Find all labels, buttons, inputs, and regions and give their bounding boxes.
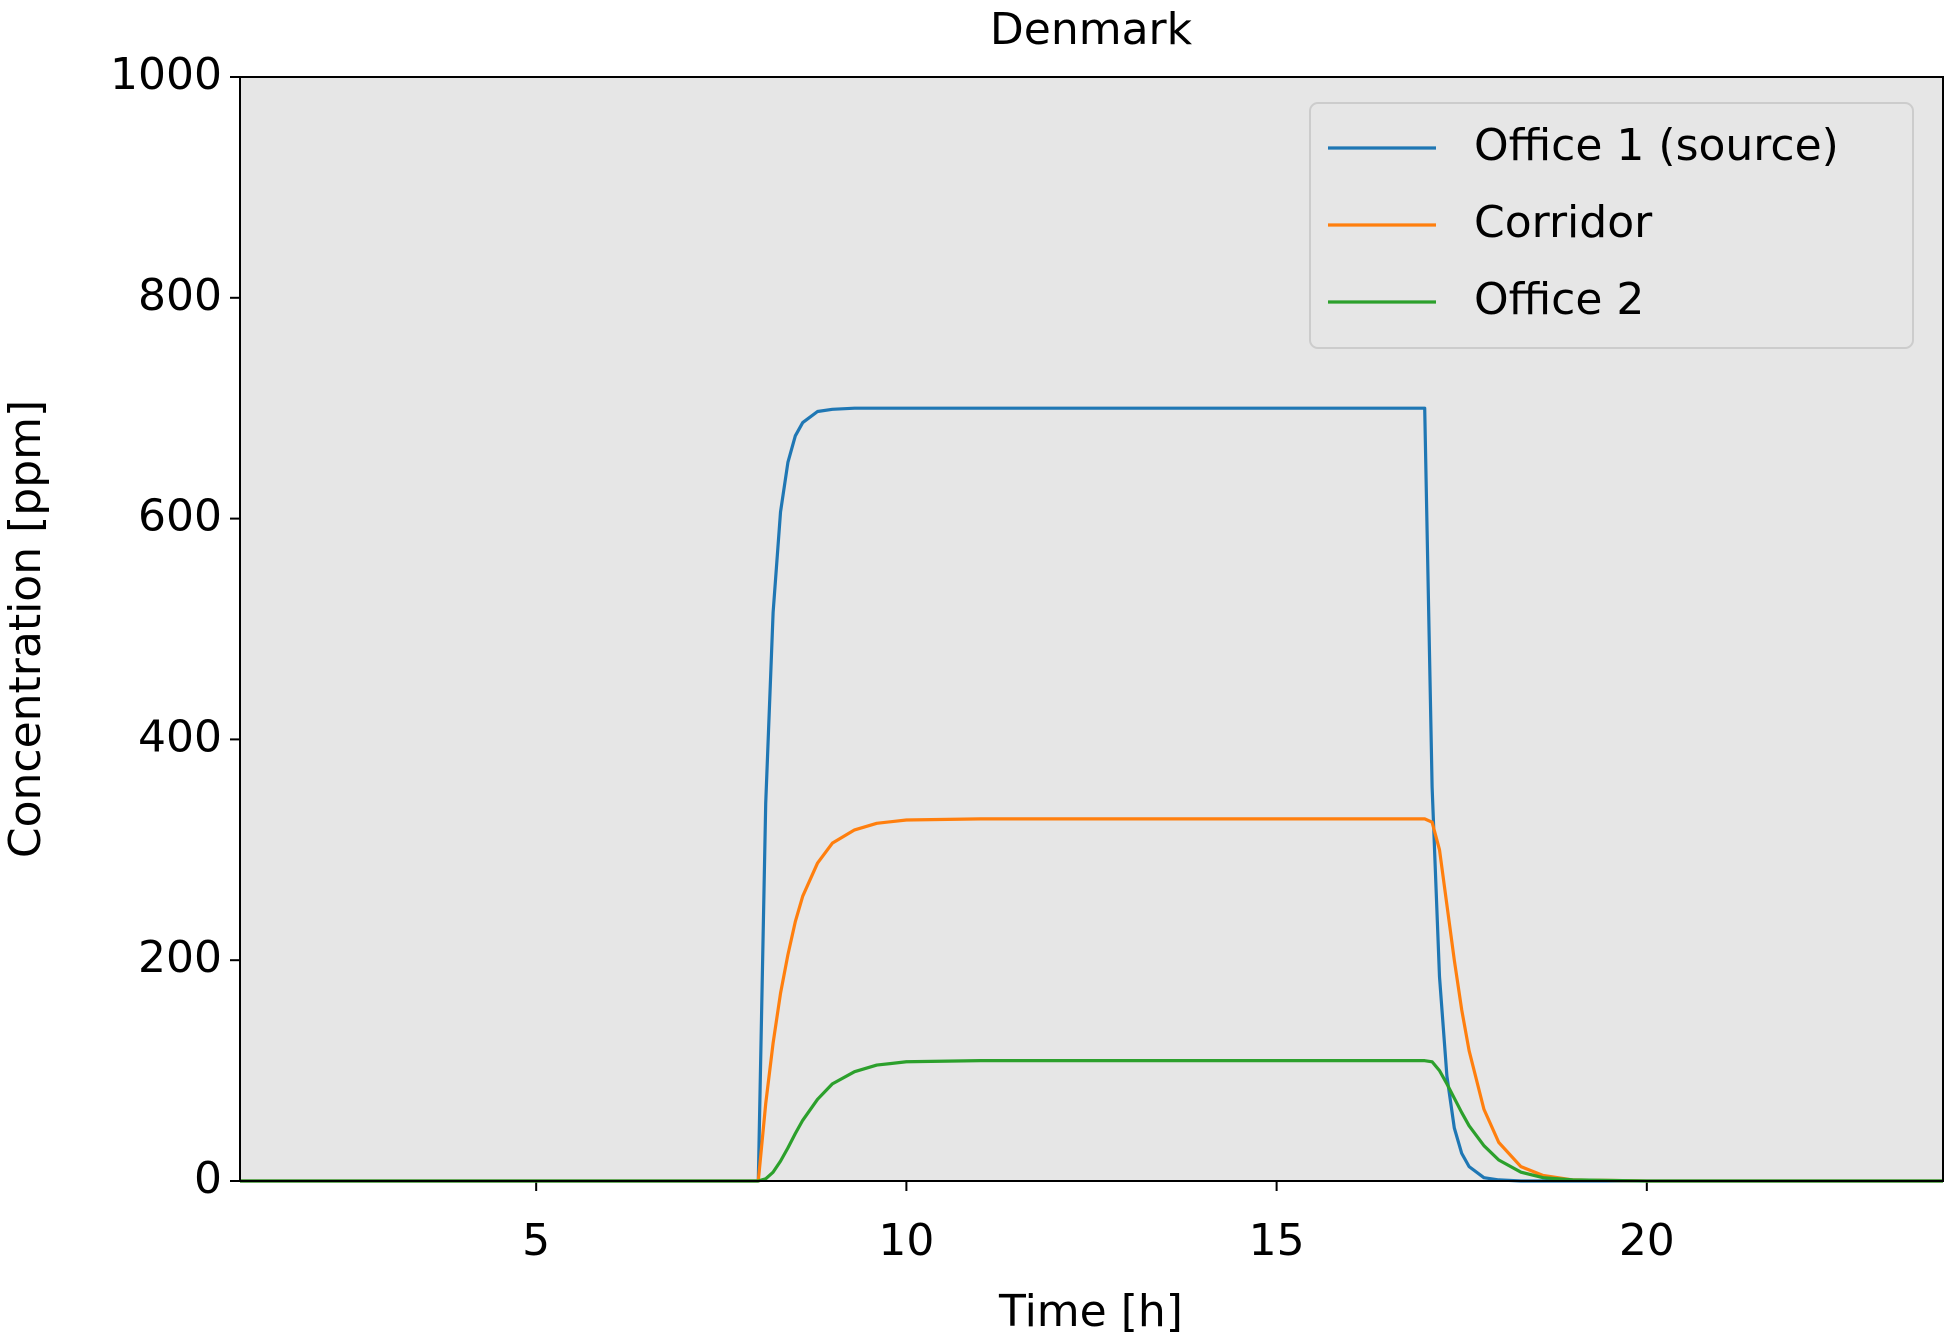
y-axis-label: Concentration [ppm] (0, 400, 51, 858)
x-axis-label: Time [h] (998, 1286, 1183, 1337)
x-tick-label: 5 (522, 1215, 550, 1266)
series-line (240, 1059, 1943, 1183)
y-tick-label: 800 (138, 270, 222, 321)
y-tick-label: 0 (194, 1153, 222, 1204)
plot-frame (239, 76, 1944, 1182)
x-tick-label: 10 (878, 1215, 934, 1266)
y-tick-label: 1000 (110, 49, 222, 100)
legend-label: Office 2 (1474, 274, 1644, 325)
x-tick-label: 15 (1249, 1215, 1305, 1266)
y-tick-label: 200 (138, 932, 222, 983)
series-line (240, 406, 1943, 1183)
series-line (240, 817, 1943, 1183)
chart-title: Denmark (990, 4, 1193, 55)
legend-label: Office 1 (source) (1474, 120, 1839, 171)
legend-label: Corridor (1474, 197, 1653, 248)
y-tick-label: 400 (138, 711, 222, 762)
y-tick-label: 600 (138, 491, 222, 542)
legend-box (1309, 102, 1914, 349)
x-tick-label: 20 (1619, 1215, 1675, 1266)
